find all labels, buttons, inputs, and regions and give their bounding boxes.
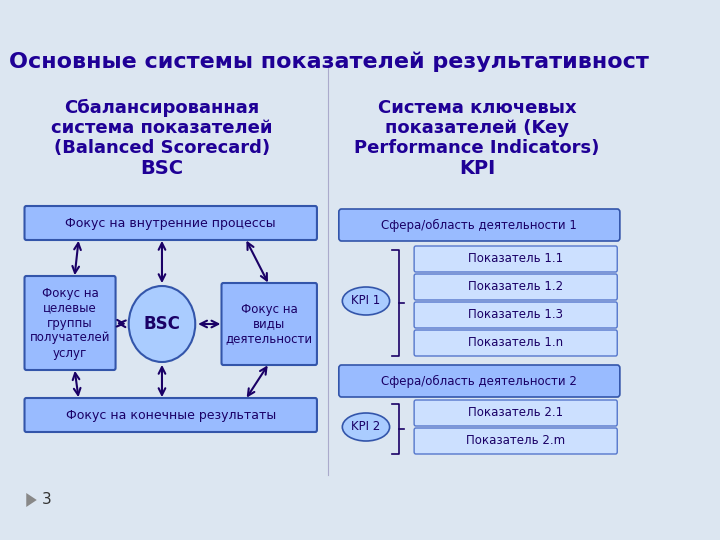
Text: Фокус на внутренние процессы: Фокус на внутренние процессы <box>66 217 276 230</box>
FancyBboxPatch shape <box>414 302 617 328</box>
FancyBboxPatch shape <box>24 398 317 432</box>
Circle shape <box>129 286 195 362</box>
Text: Показатель 1.n: Показатель 1.n <box>468 336 563 349</box>
FancyBboxPatch shape <box>24 276 116 370</box>
Text: BSC: BSC <box>140 159 184 178</box>
Text: Фокус на
целевые
группы
получателей
услуг: Фокус на целевые группы получателей услу… <box>30 287 110 360</box>
Text: (Balanced Scorecard): (Balanced Scorecard) <box>54 139 270 157</box>
Text: Показатель 1.3: Показатель 1.3 <box>468 308 563 321</box>
Text: Показатель 2.m: Показатель 2.m <box>466 435 565 448</box>
Text: Показатель 1.2: Показатель 1.2 <box>468 280 563 294</box>
FancyBboxPatch shape <box>339 209 620 241</box>
FancyBboxPatch shape <box>414 428 617 454</box>
Text: Фокус на конечные результаты: Фокус на конечные результаты <box>66 408 276 422</box>
Text: Сбалансированная: Сбалансированная <box>64 99 260 117</box>
FancyBboxPatch shape <box>339 365 620 397</box>
Text: Сфера/область деятельности 1: Сфера/область деятельности 1 <box>382 219 577 232</box>
FancyBboxPatch shape <box>222 283 317 365</box>
Text: Система ключевых: Система ключевых <box>378 99 577 117</box>
Text: Показатель 1.1: Показатель 1.1 <box>468 253 563 266</box>
FancyBboxPatch shape <box>24 206 317 240</box>
Text: Фокус на
виды
деятельности: Фокус на виды деятельности <box>225 302 312 346</box>
Ellipse shape <box>342 413 390 441</box>
Text: KPI: KPI <box>459 159 495 178</box>
Text: Показатель 2.1: Показатель 2.1 <box>468 407 563 420</box>
FancyBboxPatch shape <box>414 274 617 300</box>
Text: система показателей: система показателей <box>51 119 273 137</box>
Text: показателей (Key: показателей (Key <box>385 119 569 137</box>
FancyBboxPatch shape <box>414 246 617 272</box>
FancyBboxPatch shape <box>414 400 617 426</box>
Text: Performance Indicators): Performance Indicators) <box>354 139 600 157</box>
Text: Сфера/область деятельности 2: Сфера/область деятельности 2 <box>382 374 577 388</box>
Text: KPI 1: KPI 1 <box>351 294 381 307</box>
Text: Основные системы показателей результативност: Основные системы показателей результатив… <box>9 52 649 72</box>
Text: 3: 3 <box>42 492 52 508</box>
Text: KPI 2: KPI 2 <box>351 421 381 434</box>
Polygon shape <box>26 493 37 507</box>
Text: BSC: BSC <box>143 315 181 333</box>
FancyBboxPatch shape <box>414 330 617 356</box>
Ellipse shape <box>342 287 390 315</box>
